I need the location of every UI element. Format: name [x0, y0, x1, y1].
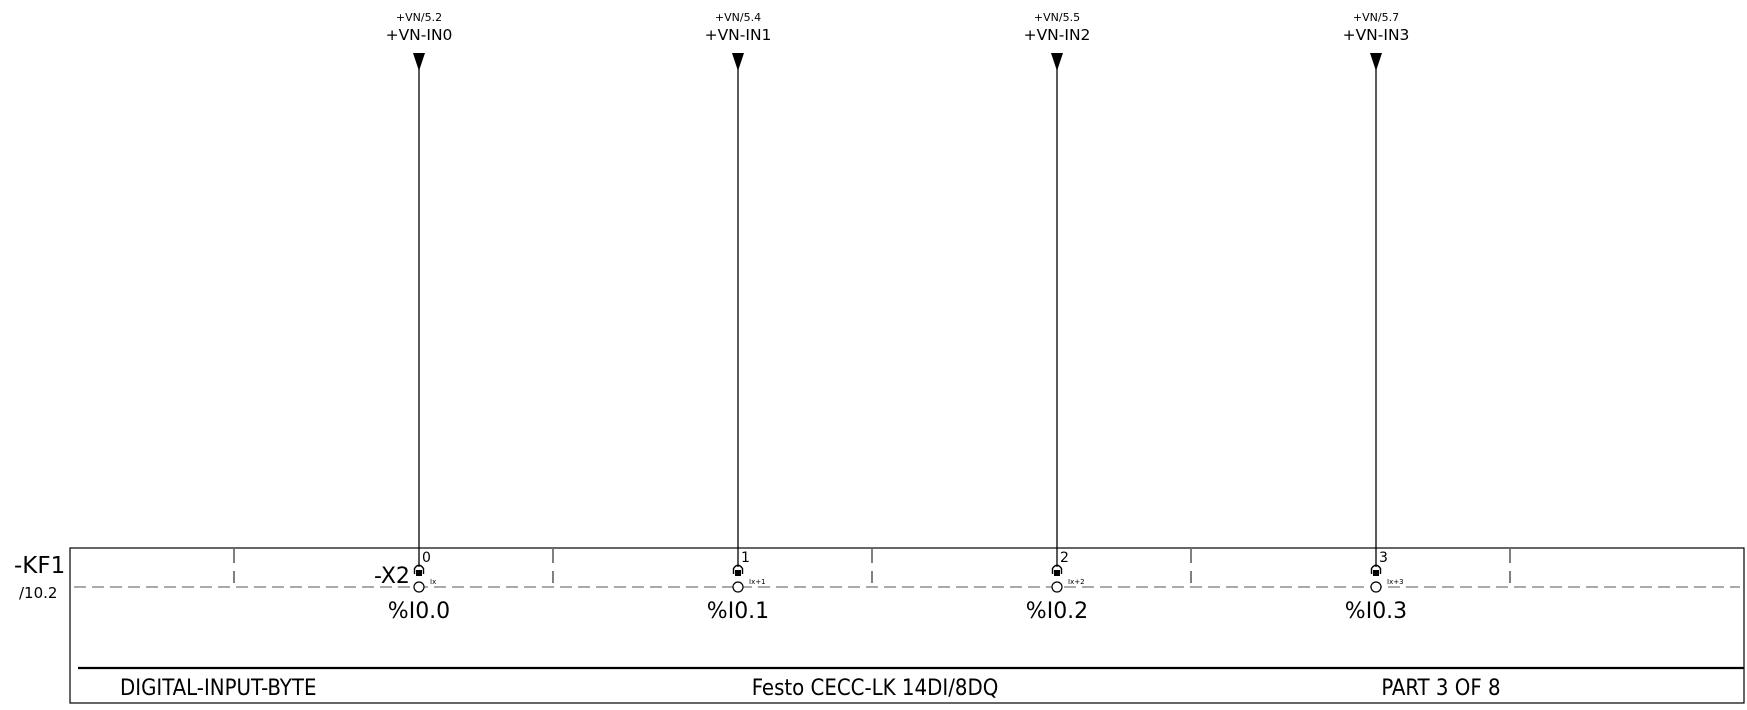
pin-number: 0 [422, 550, 431, 566]
signal-label: +VN-IN2 [1024, 26, 1091, 44]
footer-device-model: Festo CECC-LK 14DI/8DQ [752, 676, 999, 701]
connection-point-icon [413, 581, 425, 593]
connection-point-icon [1051, 581, 1063, 593]
device-box [69, 547, 1745, 704]
footer-part-label: PART 3 OF 8 [1381, 676, 1500, 701]
io-address: %I0.0 [388, 599, 450, 624]
cross-reference[interactable]: +VN/5.2 [396, 11, 442, 24]
pin-function: Ix+3 [1387, 578, 1404, 586]
device-tag: -KF1 [14, 553, 65, 579]
pin-function: Ix+2 [1068, 578, 1085, 586]
terminal-contact-icon [1051, 564, 1063, 574]
cross-reference[interactable]: +VN/5.4 [715, 11, 761, 24]
channel-0: +VN/5.2 +VN-IN0 0 Ix %I0.0 [386, 11, 453, 624]
terminal-block-icon [735, 570, 741, 576]
io-address: %I0.2 [1026, 599, 1088, 624]
pin-function: Ix+1 [749, 578, 766, 586]
io-address: %I0.3 [1345, 599, 1407, 624]
pin-number: 3 [1379, 550, 1388, 566]
channel-3: +VN/5.7 +VN-IN3 3 Ix+3 %I0.3 [1343, 11, 1410, 624]
column-dividers [233, 549, 1511, 583]
channel-1: +VN/5.4 +VN-IN1 1 Ix+1 %I0.1 [705, 11, 772, 624]
terminal-block-icon [416, 570, 422, 576]
signal-label: +VN-IN1 [705, 26, 772, 44]
io-address: %I0.1 [707, 599, 769, 624]
terminal-block-icon [1373, 570, 1379, 576]
footer-left-label: DIGITAL-INPUT-BYTE [120, 676, 316, 701]
pin-function: Ix [430, 578, 436, 586]
channel-2: +VN/5.5 +VN-IN2 2 Ix+2 %I0.2 [1024, 11, 1091, 624]
signal-label: +VN-IN0 [386, 26, 453, 44]
terminal-block-icon [1054, 570, 1060, 576]
pin-number: 1 [741, 550, 750, 566]
signal-label: +VN-IN3 [1343, 26, 1410, 44]
connector-tag: -X2 [374, 564, 410, 589]
cross-reference[interactable]: +VN/5.7 [1353, 11, 1399, 24]
connection-point-icon [1370, 581, 1382, 593]
connection-point-icon [732, 581, 744, 593]
terminal-contact-icon [1370, 564, 1382, 574]
terminal-contact-icon [732, 564, 744, 574]
terminal-contact-icon [413, 564, 425, 574]
device-page-ref: /10.2 [19, 584, 57, 602]
cross-reference[interactable]: +VN/5.5 [1034, 11, 1080, 24]
pin-number: 2 [1060, 550, 1069, 566]
